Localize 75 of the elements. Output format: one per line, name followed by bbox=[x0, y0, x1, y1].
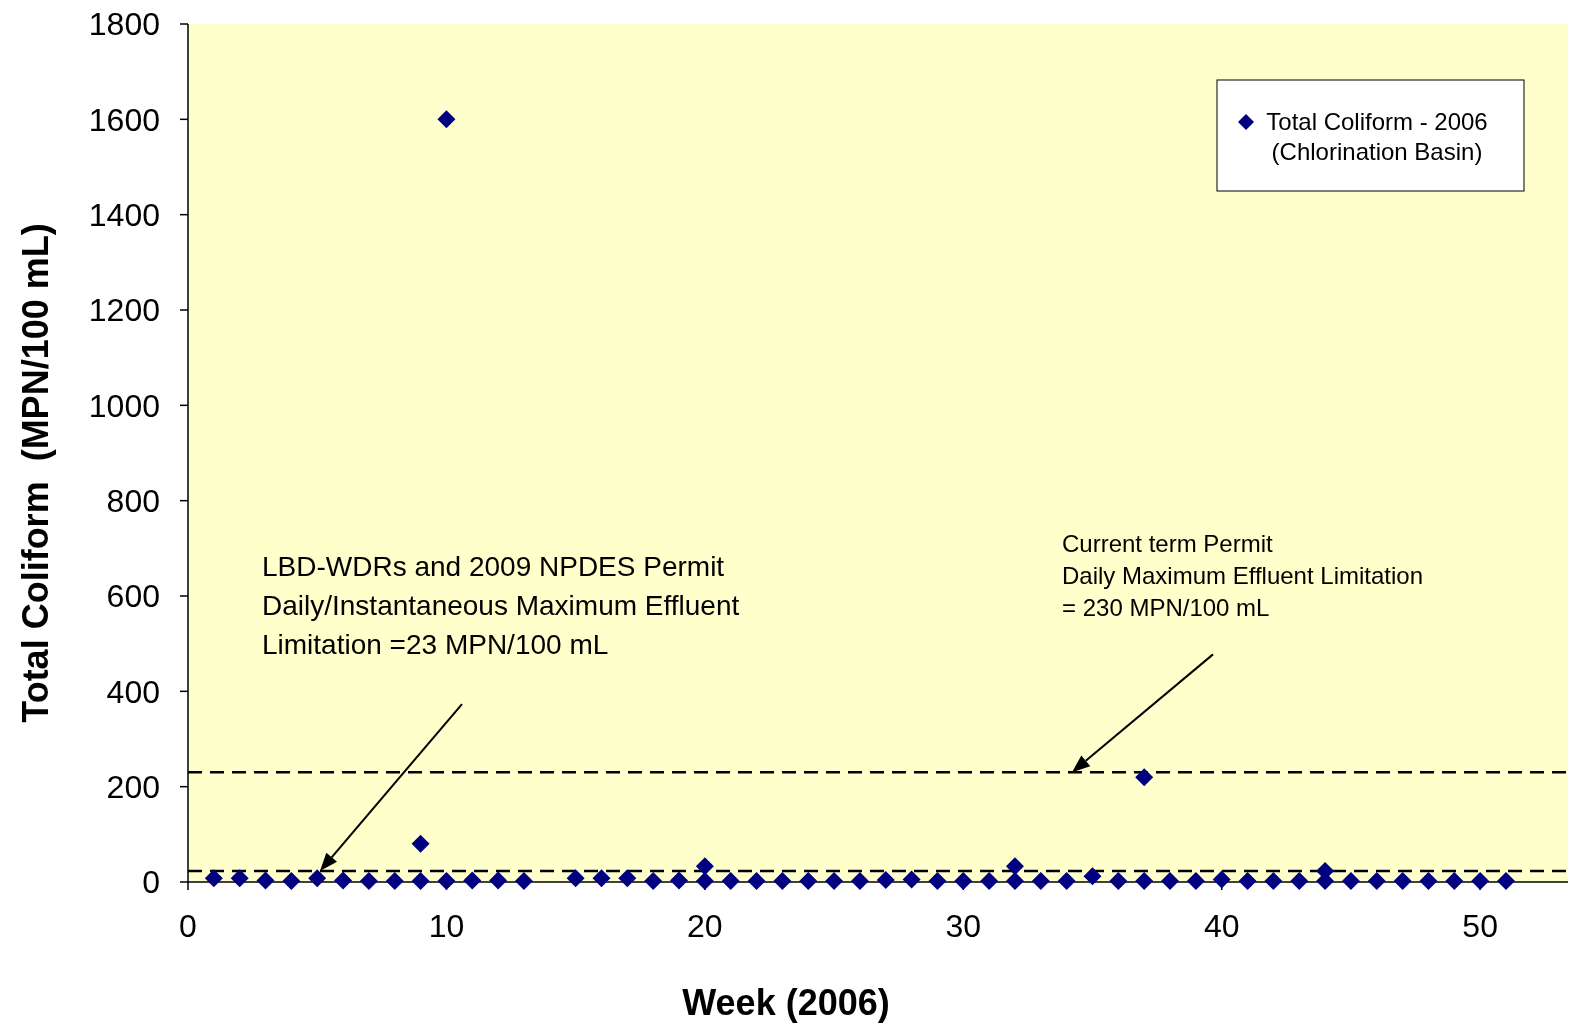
point bbox=[747, 872, 766, 891]
point bbox=[411, 872, 430, 891]
point bbox=[411, 834, 430, 853]
point bbox=[1290, 872, 1309, 891]
point bbox=[592, 869, 611, 888]
point bbox=[1496, 872, 1515, 891]
point bbox=[695, 872, 714, 891]
point bbox=[825, 872, 844, 891]
y-tick-label: 1200 bbox=[88, 292, 160, 329]
point bbox=[1005, 857, 1024, 876]
x-tick-label: 30 bbox=[945, 908, 982, 944]
legend-label: Total Coliform - 2006 (Chlorination Basin) bbox=[1266, 108, 1488, 165]
point bbox=[463, 871, 482, 890]
ref-line-label: LBD-WDRs and 2009 NPDES Permit Daily/Instantaneous Maximum Effluent Limitation =23 MPN/100 mL bbox=[262, 551, 740, 661]
point bbox=[385, 872, 404, 891]
point bbox=[204, 869, 223, 888]
point bbox=[359, 872, 378, 891]
point bbox=[437, 110, 456, 129]
point bbox=[1083, 867, 1102, 886]
point bbox=[514, 872, 533, 891]
point bbox=[1161, 872, 1180, 891]
x-axis-title: Week (2006) bbox=[682, 982, 890, 1023]
point bbox=[799, 872, 818, 891]
y-tick-label: 1400 bbox=[88, 196, 160, 233]
x-tick-label: 40 bbox=[1203, 908, 1240, 944]
point bbox=[1445, 872, 1464, 891]
point bbox=[1471, 872, 1490, 891]
point bbox=[773, 872, 792, 891]
point bbox=[1367, 872, 1386, 891]
point bbox=[954, 872, 973, 891]
ref-line-label: Current term Permit Daily Maximum Effluent Limitation = 230 MPN/100 mL bbox=[1062, 530, 1424, 622]
point bbox=[1393, 872, 1412, 891]
point bbox=[1109, 872, 1128, 891]
point bbox=[282, 872, 301, 891]
point bbox=[566, 869, 585, 888]
y-tick-label: 400 bbox=[106, 673, 160, 710]
point bbox=[1264, 872, 1283, 891]
y-tick-label: 600 bbox=[106, 578, 160, 615]
y-tick-label: 0 bbox=[142, 864, 160, 901]
point bbox=[1057, 872, 1076, 891]
point bbox=[1238, 872, 1257, 891]
point bbox=[1135, 872, 1154, 891]
point bbox=[1419, 872, 1438, 891]
point bbox=[1031, 872, 1050, 891]
point bbox=[876, 871, 895, 890]
point bbox=[334, 871, 353, 890]
point bbox=[1135, 768, 1154, 787]
point bbox=[230, 869, 249, 888]
point bbox=[1341, 872, 1360, 891]
y-axis-title: Total Coliform (MPN/100 mL) bbox=[15, 223, 56, 723]
x-tick-label: 20 bbox=[687, 908, 723, 944]
point bbox=[1212, 870, 1231, 889]
point bbox=[618, 869, 637, 888]
point bbox=[308, 869, 327, 888]
point bbox=[721, 872, 740, 891]
point bbox=[980, 872, 999, 891]
point bbox=[644, 872, 663, 891]
point bbox=[1186, 872, 1205, 891]
point bbox=[695, 857, 714, 876]
x-tick-label: 50 bbox=[1462, 908, 1498, 944]
y-tick-label: 1800 bbox=[88, 6, 160, 43]
y-tick-label: 800 bbox=[106, 482, 160, 519]
x-tick-label: 0 bbox=[179, 908, 197, 944]
y-tick-label: 1600 bbox=[88, 101, 160, 138]
point bbox=[928, 872, 947, 891]
y-tick-label: 200 bbox=[106, 768, 160, 805]
x-tick-label: 10 bbox=[428, 908, 465, 944]
point bbox=[902, 870, 921, 889]
point bbox=[489, 871, 508, 890]
point bbox=[1005, 872, 1024, 891]
point bbox=[256, 871, 275, 890]
point bbox=[850, 872, 869, 891]
point bbox=[670, 871, 689, 890]
point bbox=[437, 872, 456, 891]
y-tick-label: 1000 bbox=[88, 387, 160, 424]
